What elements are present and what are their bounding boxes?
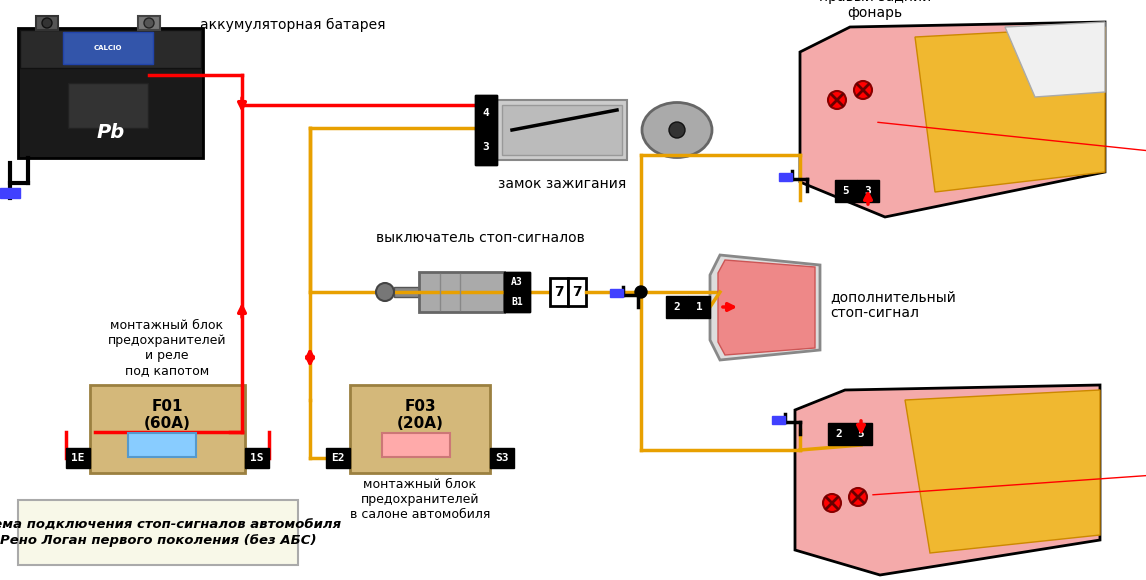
Text: 3: 3 (482, 143, 489, 153)
Circle shape (376, 283, 394, 301)
FancyBboxPatch shape (772, 416, 785, 424)
FancyBboxPatch shape (350, 385, 490, 473)
FancyBboxPatch shape (502, 105, 622, 155)
Text: 2: 2 (674, 302, 681, 312)
FancyBboxPatch shape (610, 289, 623, 297)
FancyBboxPatch shape (504, 272, 529, 312)
FancyBboxPatch shape (128, 433, 196, 457)
Circle shape (854, 81, 872, 99)
FancyBboxPatch shape (19, 30, 201, 68)
Ellipse shape (642, 103, 712, 158)
Circle shape (635, 286, 647, 298)
Text: S3: S3 (495, 453, 509, 463)
FancyBboxPatch shape (835, 180, 857, 202)
FancyBboxPatch shape (504, 272, 529, 292)
Circle shape (829, 91, 846, 109)
Text: B1: B1 (511, 297, 523, 307)
Text: аккумуляторная батарея: аккумуляторная батарея (201, 18, 385, 32)
Text: монтажный блок
предохранителей
и реле
под капотом: монтажный блок предохранителей и реле по… (108, 319, 226, 377)
Circle shape (144, 18, 154, 28)
FancyBboxPatch shape (419, 272, 504, 312)
FancyBboxPatch shape (779, 173, 792, 181)
Polygon shape (915, 27, 1105, 192)
Text: 1S: 1S (250, 453, 264, 463)
FancyBboxPatch shape (568, 278, 586, 306)
FancyBboxPatch shape (18, 28, 203, 158)
FancyBboxPatch shape (18, 500, 298, 565)
Text: E2: E2 (331, 453, 345, 463)
Polygon shape (711, 255, 821, 360)
Text: 7: 7 (572, 285, 582, 299)
Text: 1: 1 (696, 302, 702, 312)
FancyBboxPatch shape (474, 95, 497, 130)
Circle shape (669, 122, 685, 138)
Polygon shape (800, 22, 1105, 217)
Text: дополнительный
стоп-сигнал: дополнительный стоп-сигнал (830, 290, 956, 320)
Text: F03
(20A): F03 (20A) (397, 399, 444, 431)
FancyBboxPatch shape (688, 296, 711, 318)
Text: 1E: 1E (71, 453, 85, 463)
Text: 5: 5 (857, 429, 864, 439)
Text: A3: A3 (511, 277, 523, 287)
Polygon shape (1005, 22, 1105, 97)
FancyBboxPatch shape (0, 188, 19, 198)
Text: Pb: Pb (96, 124, 125, 143)
FancyBboxPatch shape (63, 32, 154, 64)
Circle shape (42, 18, 52, 28)
Circle shape (849, 488, 868, 506)
FancyBboxPatch shape (91, 385, 245, 473)
FancyBboxPatch shape (68, 83, 148, 128)
Text: выключатель стоп-сигналов: выключатель стоп-сигналов (376, 231, 584, 245)
Text: 3: 3 (864, 186, 871, 196)
Text: монтажный блок
предохранителей
в салоне автомобиля: монтажный блок предохранителей в салоне … (350, 478, 490, 521)
FancyBboxPatch shape (382, 433, 450, 457)
Polygon shape (795, 385, 1100, 575)
FancyBboxPatch shape (490, 448, 515, 468)
Text: 4: 4 (482, 107, 489, 118)
FancyBboxPatch shape (857, 180, 879, 202)
Text: замок зажигания: замок зажигания (497, 177, 626, 191)
FancyBboxPatch shape (850, 423, 872, 445)
Text: 5: 5 (842, 186, 849, 196)
FancyBboxPatch shape (497, 100, 627, 160)
Text: 7: 7 (555, 285, 564, 299)
FancyBboxPatch shape (474, 95, 497, 165)
FancyBboxPatch shape (504, 292, 529, 312)
FancyBboxPatch shape (325, 448, 350, 468)
FancyBboxPatch shape (550, 278, 568, 306)
Text: F01
(60A): F01 (60A) (143, 399, 190, 431)
FancyBboxPatch shape (666, 296, 688, 318)
Text: 2: 2 (835, 429, 842, 439)
FancyBboxPatch shape (245, 448, 269, 468)
Text: Схема подключения стоп-сигналов автомобиля
Рено Логан первого поколения (без АБС: Схема подключения стоп-сигналов автомоби… (0, 519, 342, 547)
FancyBboxPatch shape (394, 287, 419, 297)
FancyBboxPatch shape (829, 423, 850, 445)
Polygon shape (719, 260, 815, 355)
Circle shape (823, 494, 841, 512)
FancyBboxPatch shape (66, 448, 91, 468)
Polygon shape (905, 390, 1100, 553)
Text: CALCIO: CALCIO (94, 45, 123, 51)
Text: правый задний
фонарь: правый задний фонарь (819, 0, 931, 20)
FancyBboxPatch shape (138, 16, 160, 30)
FancyBboxPatch shape (36, 16, 58, 30)
FancyBboxPatch shape (474, 130, 497, 165)
